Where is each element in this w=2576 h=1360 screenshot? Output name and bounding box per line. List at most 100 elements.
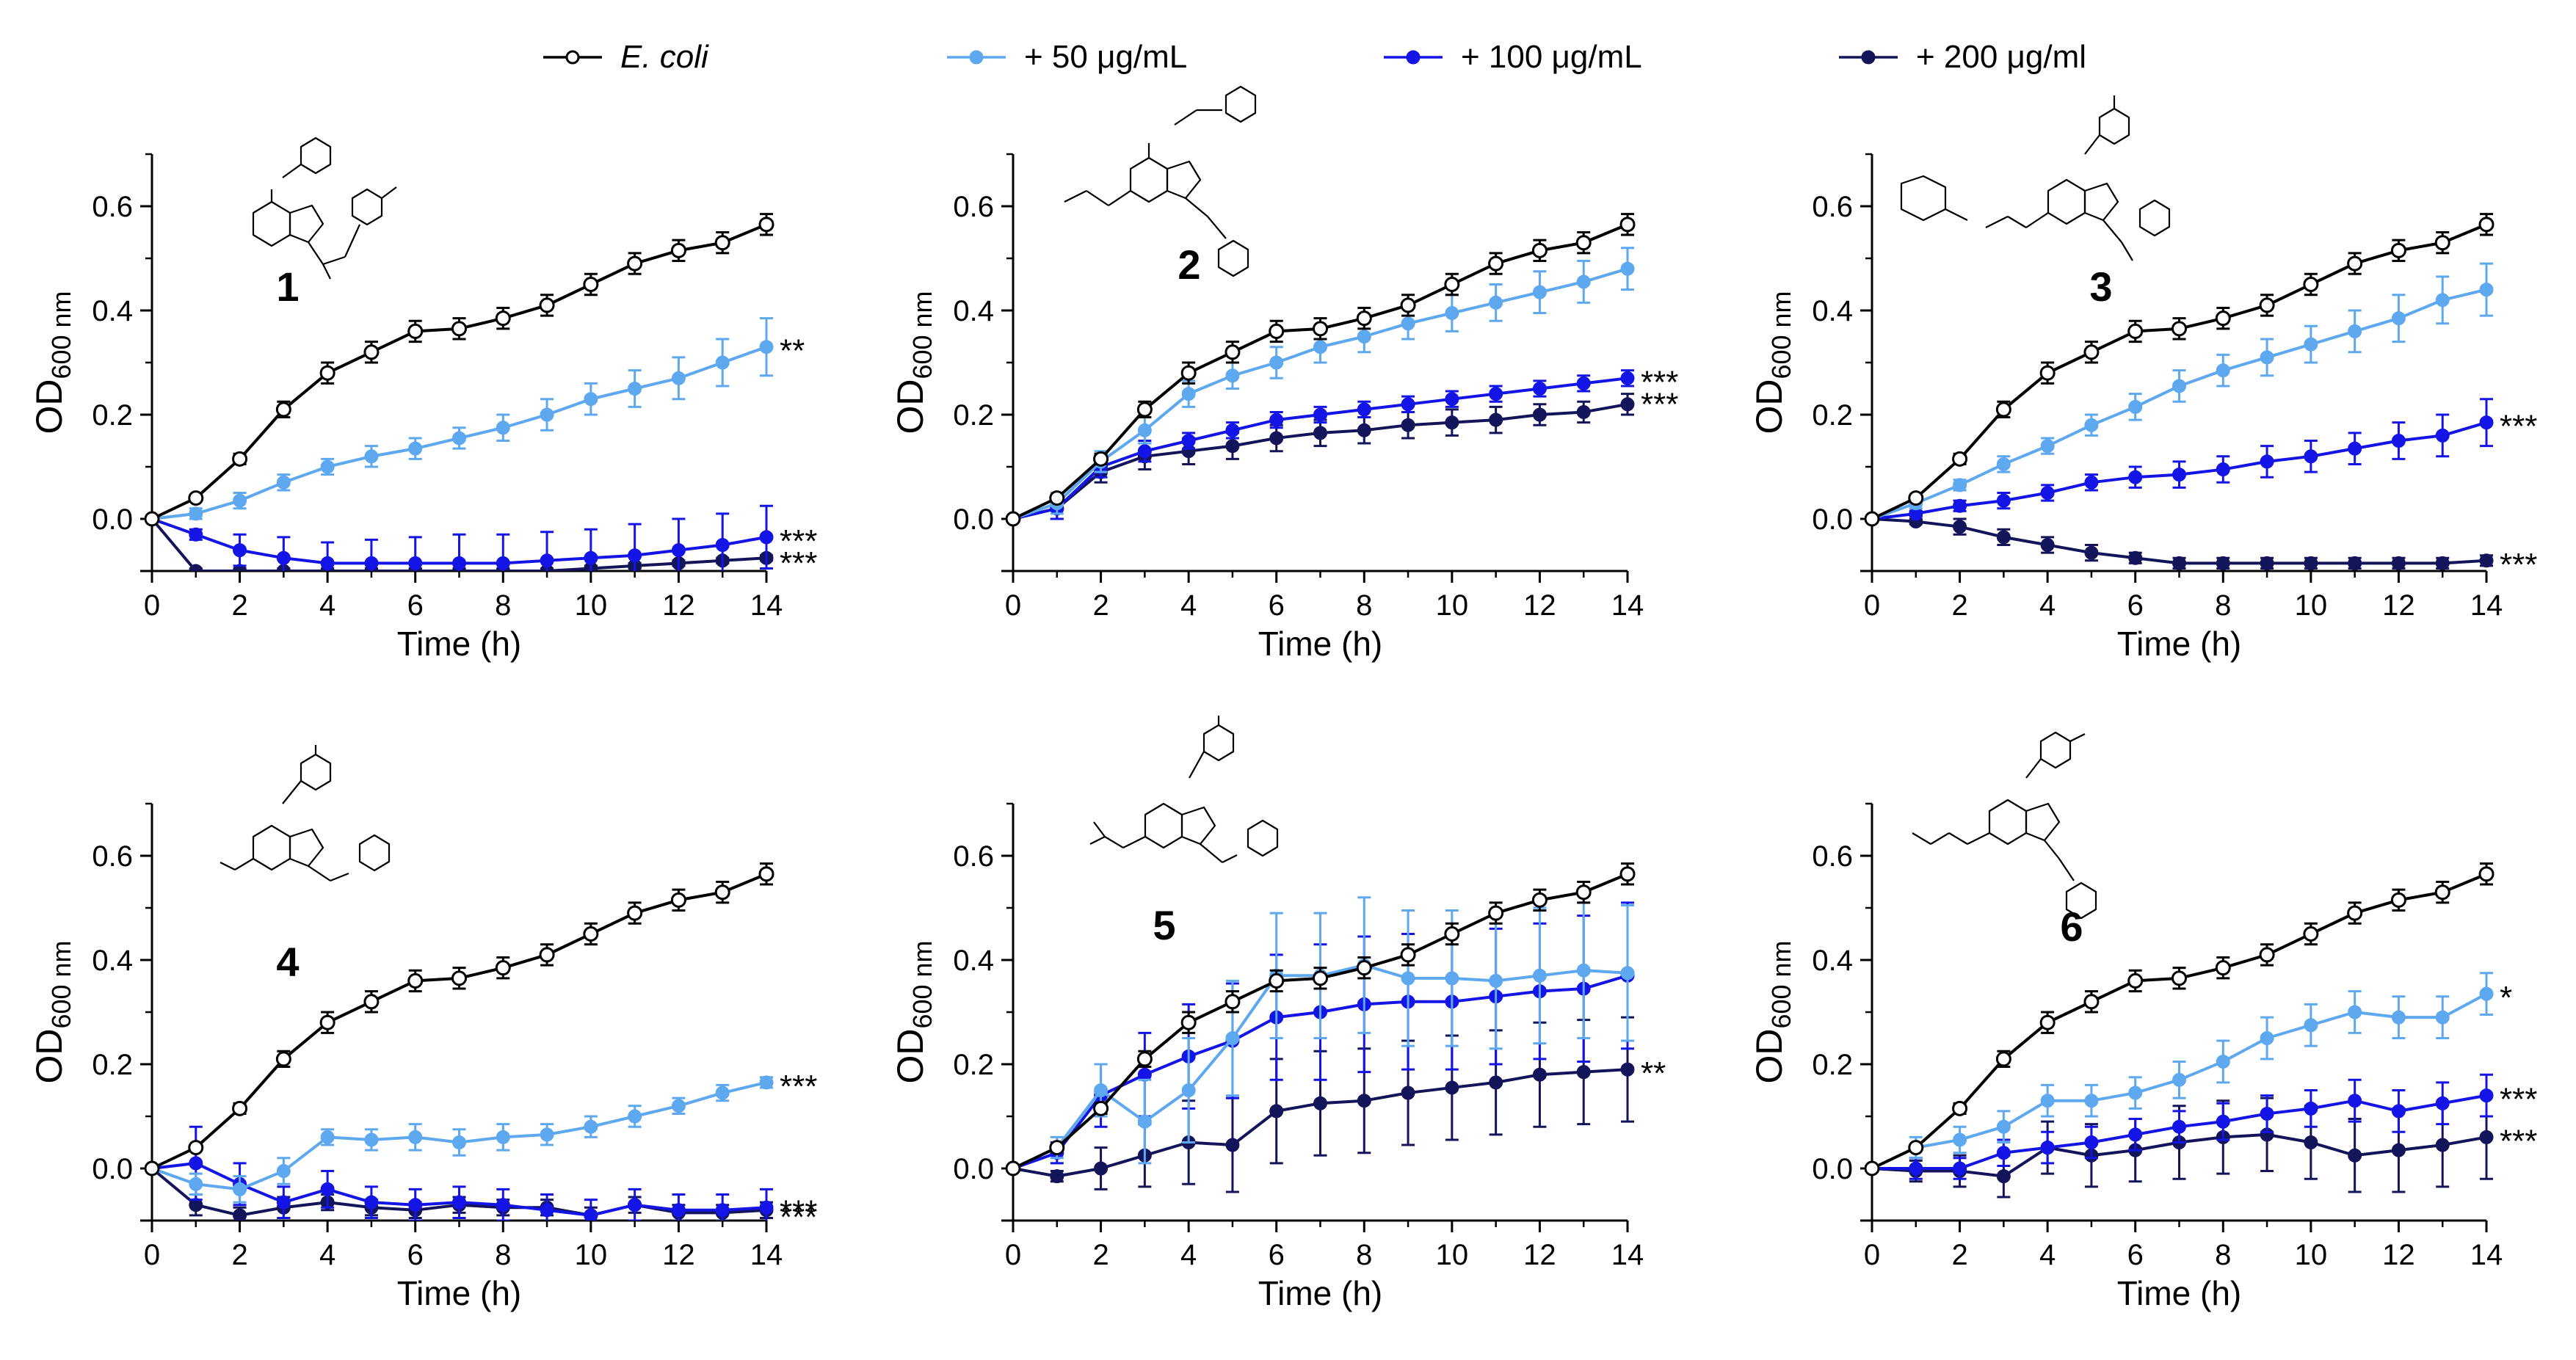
data-point bbox=[2435, 428, 2450, 443]
x-tick-label: 6 bbox=[2127, 589, 2144, 622]
data-point bbox=[2083, 344, 2100, 360]
y-tick-label: 0.2 bbox=[1812, 1049, 1853, 1081]
data-point bbox=[188, 1140, 204, 1156]
y-tick-label: 0.2 bbox=[953, 1049, 994, 1081]
data-point bbox=[1093, 451, 1109, 467]
data-point bbox=[2304, 1018, 2318, 1033]
legend-label: + 200 μg/ml bbox=[1916, 39, 2086, 75]
data-point bbox=[2260, 556, 2274, 570]
data-point bbox=[715, 1203, 730, 1218]
series-line bbox=[1012, 377, 1628, 520]
significance-mark: *** bbox=[2500, 1082, 2537, 1118]
data-point bbox=[1576, 1065, 1591, 1080]
series-line bbox=[151, 223, 767, 520]
data-point bbox=[1531, 242, 1548, 258]
data-point bbox=[628, 1198, 642, 1212]
data-point bbox=[233, 1182, 247, 1196]
data-point bbox=[2215, 960, 2231, 976]
series-line bbox=[151, 873, 767, 1170]
data-point bbox=[2039, 1014, 2056, 1030]
x-tick-label: 0 bbox=[1005, 589, 1021, 622]
data-point bbox=[2172, 970, 2187, 986]
data-point bbox=[1488, 905, 1504, 921]
data-point bbox=[276, 475, 291, 490]
data-point bbox=[1136, 401, 1153, 418]
data-point bbox=[2478, 866, 2495, 882]
data-point bbox=[2084, 1094, 2099, 1108]
data-point bbox=[1576, 963, 1591, 978]
data-point bbox=[1532, 382, 1547, 396]
data-point bbox=[1953, 520, 1967, 534]
data-point bbox=[2391, 1104, 2406, 1119]
data-point bbox=[2391, 311, 2406, 326]
data-point bbox=[584, 1119, 598, 1134]
data-point bbox=[1952, 1100, 1968, 1116]
data-point bbox=[2259, 297, 2275, 313]
data-point bbox=[2260, 1031, 2274, 1045]
x-tick-label: 12 bbox=[2382, 1239, 2415, 1271]
compound-number-2: 2 bbox=[1178, 241, 1200, 288]
data-point bbox=[452, 1135, 466, 1149]
data-point bbox=[408, 1198, 423, 1212]
data-point bbox=[2348, 324, 2362, 338]
data-point bbox=[1995, 1051, 2011, 1067]
data-point bbox=[1313, 340, 1327, 354]
x-tick-label: 4 bbox=[1180, 589, 1197, 622]
compound-number-3: 3 bbox=[2089, 263, 2112, 310]
y-tick-label: 0.0 bbox=[92, 503, 133, 536]
data-point bbox=[671, 371, 686, 385]
data-point bbox=[1269, 1104, 1284, 1119]
series-100-g-ml bbox=[1006, 369, 1635, 526]
x-tick-label: 4 bbox=[2039, 589, 2056, 622]
y-axis-label-subscript: 600 nm bbox=[1766, 940, 1796, 1028]
data-point bbox=[1620, 966, 1635, 981]
x-tick-label: 0 bbox=[144, 589, 160, 622]
data-point bbox=[2348, 1005, 2362, 1019]
data-point bbox=[2434, 235, 2450, 251]
y-tick-label: 0.6 bbox=[1812, 840, 1853, 873]
y-tick-label: 0.6 bbox=[92, 840, 133, 873]
data-point bbox=[584, 392, 598, 407]
data-point bbox=[408, 441, 423, 456]
data-point bbox=[1225, 1031, 1240, 1045]
data-point bbox=[670, 892, 686, 908]
data-point bbox=[1996, 457, 2011, 471]
data-point bbox=[1489, 295, 1503, 310]
data-point bbox=[2348, 1094, 2362, 1108]
data-point bbox=[1224, 994, 1241, 1010]
legend: E. coli + 50 μg/mL + 100 μg/mL + 200 μg/ml bbox=[543, 39, 2086, 75]
data-point bbox=[408, 1130, 423, 1144]
y-axis-label: OD600 nm bbox=[29, 291, 76, 434]
y-axis-label-main: OD bbox=[29, 379, 70, 434]
y-tick-label: 0.2 bbox=[953, 399, 994, 432]
data-point bbox=[2083, 994, 2100, 1010]
data-point bbox=[758, 217, 774, 233]
x-tick-label: 12 bbox=[662, 1239, 695, 1271]
data-point bbox=[2391, 434, 2406, 448]
data-point bbox=[2435, 293, 2450, 308]
data-point bbox=[2040, 1141, 2055, 1155]
data-point bbox=[1531, 892, 1548, 908]
data-point bbox=[495, 310, 511, 327]
data-point bbox=[1313, 970, 1328, 986]
chart-panel-4: 0 2 4 6 8 10 12 14 0.0 0.2 0.4 0.6 Time (h) OD600 nm 4… bbox=[29, 802, 817, 1312]
y-axis-label-main: OD bbox=[1749, 379, 1790, 434]
data-point bbox=[759, 340, 774, 354]
data-point bbox=[1357, 423, 1371, 437]
structure-compound-5 bbox=[1089, 716, 1279, 863]
y-tick-label: 0.4 bbox=[953, 295, 994, 327]
data-point bbox=[2478, 217, 2495, 233]
data-point bbox=[1620, 397, 1635, 412]
x-tick-label: 12 bbox=[1523, 589, 1556, 622]
data-point bbox=[232, 451, 248, 467]
data-point bbox=[145, 1160, 160, 1177]
x-tick-label: 6 bbox=[1269, 589, 1285, 622]
x-tick-label: 8 bbox=[1356, 1239, 1372, 1271]
x-tick-label: 6 bbox=[2127, 1239, 2144, 1271]
data-point bbox=[759, 1075, 774, 1090]
data-point bbox=[276, 1195, 291, 1210]
data-point bbox=[276, 550, 291, 565]
y-tick-label: 0.6 bbox=[953, 840, 994, 873]
y-axis-label-subscript: 600 nm bbox=[907, 940, 937, 1028]
data-point bbox=[1996, 1119, 2011, 1134]
